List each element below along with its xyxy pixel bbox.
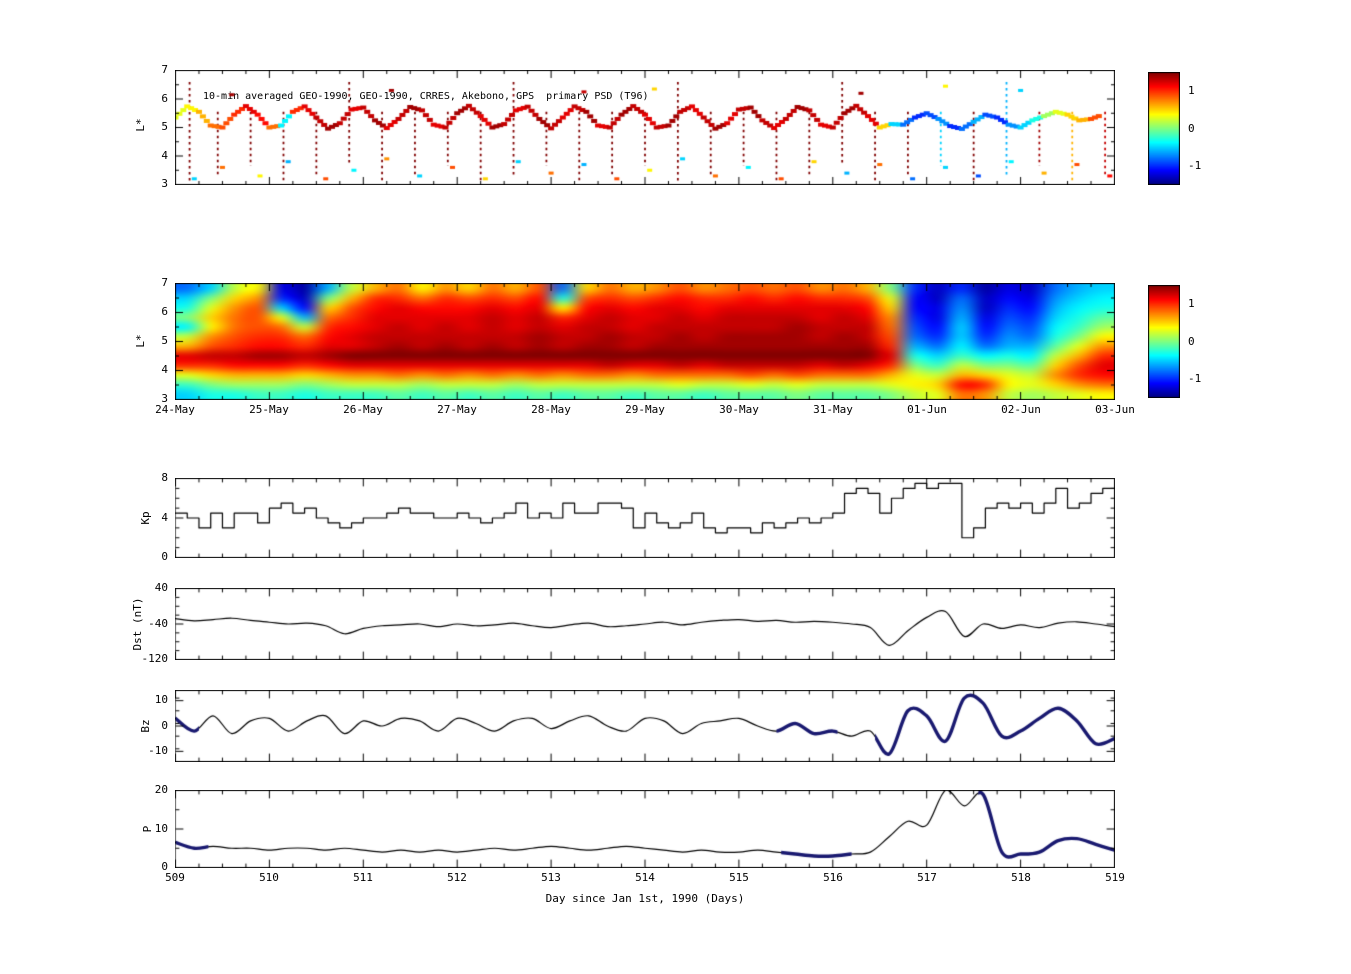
y-tick-label: 5 xyxy=(161,334,168,347)
y-tick-label: -120 xyxy=(141,652,169,665)
date-tick-label: 01-Jun xyxy=(907,403,947,416)
y-tick-label: 7 xyxy=(161,276,168,289)
date-tick-label: 31-May xyxy=(813,403,853,416)
y-tick-label: 20 xyxy=(154,783,168,796)
y-tick-label: 4 xyxy=(161,148,168,162)
date-tick-label: 25-May xyxy=(249,403,289,416)
psd-heatmap-canvas xyxy=(175,283,1115,400)
colorbar-tick-label: 1 xyxy=(1188,83,1195,97)
y-tick-label: 0 xyxy=(161,860,168,873)
p-panel-canvas xyxy=(175,790,1115,868)
date-tick-label: 28-May xyxy=(531,403,571,416)
x-tick-label: 519 xyxy=(1105,871,1125,884)
date-tick-label: 03-Jun xyxy=(1095,403,1135,416)
date-tick-label: 26-May xyxy=(343,403,383,416)
psd-scatter-canvas xyxy=(175,70,1115,185)
bz-panel-canvas xyxy=(175,690,1115,762)
y-tick-label: 40 xyxy=(154,581,168,594)
colorbar-top xyxy=(1148,72,1180,185)
y-tick-label: 0 xyxy=(161,718,168,732)
colorbar-tick-label: 0 xyxy=(1188,334,1195,348)
x-tick-label: 515 xyxy=(729,871,749,884)
x-tick-label: 518 xyxy=(1011,871,1031,884)
date-tick-label: 29-May xyxy=(625,403,665,416)
date-tick-label: 02-Jun xyxy=(1001,403,1041,416)
y-tick-label: -40 xyxy=(148,616,168,630)
y-tick-label: 10 xyxy=(154,693,168,707)
x-tick-label: 516 xyxy=(823,871,843,884)
dst-panel-canvas xyxy=(175,588,1115,660)
y-tick-label: -10 xyxy=(148,743,168,757)
x-tick-label: 512 xyxy=(447,871,467,884)
kp-panel-canvas xyxy=(175,478,1115,558)
y-tick-label: 0 xyxy=(161,550,168,563)
y-tick-label: 6 xyxy=(161,305,168,318)
x-tick-label: 514 xyxy=(635,871,655,884)
colorbar-bottom xyxy=(1148,285,1180,398)
date-tick-label: 30-May xyxy=(719,403,759,416)
y-tick-label: 10 xyxy=(154,821,168,835)
x-tick-label: 513 xyxy=(541,871,561,884)
y-tick-label: 4 xyxy=(161,510,168,524)
y-tick-label: 3 xyxy=(161,177,168,190)
y-tick-label: 5 xyxy=(161,120,168,133)
x-tick-label: 517 xyxy=(917,871,937,884)
colorbar-tick-label: -1 xyxy=(1188,159,1202,173)
y-tick-label: 3 xyxy=(161,392,168,405)
x-tick-label: 511 xyxy=(353,871,373,884)
colorbar-tick-label: 0 xyxy=(1188,121,1195,135)
x-tick-label: 510 xyxy=(259,871,279,884)
y-tick-label: 6 xyxy=(161,91,168,105)
colorbar-tick-label: -1 xyxy=(1188,372,1202,386)
y-tick-label: 8 xyxy=(161,471,168,484)
y-tick-label: 4 xyxy=(161,363,168,376)
y-tick-label: 7 xyxy=(161,63,168,76)
x-tick-label: 509 xyxy=(165,871,185,884)
date-tick-label: 24-May xyxy=(155,403,195,416)
x-axis-title: Day since Jan 1st, 1990 (Days) xyxy=(545,892,745,905)
colorbar-tick-label: 1 xyxy=(1188,296,1195,310)
date-tick-label: 27-May xyxy=(437,403,477,416)
